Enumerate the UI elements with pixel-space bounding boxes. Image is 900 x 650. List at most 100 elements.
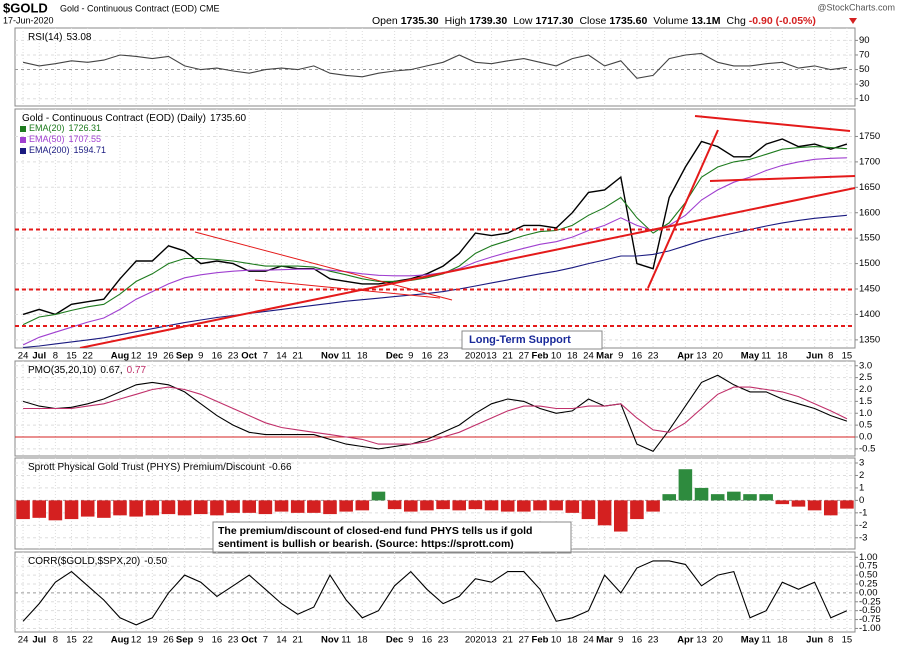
legend-swatch (20, 126, 26, 132)
x-tick-label: 7 (263, 351, 268, 362)
series-line (22, 374, 848, 452)
x-tick-label: 21 (502, 635, 513, 646)
y-tick-label: 1600 (859, 207, 880, 218)
bar (807, 500, 822, 511)
note-line: The premium/discount of closed-end fund … (218, 525, 532, 537)
x-tick-label: 11 (341, 635, 351, 646)
x-tick-label: 24 (583, 635, 594, 646)
x-tick-label: 9 (198, 635, 203, 646)
x-tick-label: Nov (321, 351, 340, 362)
y-tick-label: 30 (859, 79, 870, 90)
y-tick-label: 3.0 (859, 360, 872, 371)
bar (226, 500, 240, 513)
bar (484, 500, 499, 511)
bar (436, 500, 450, 510)
x-tick-label: 12 (131, 635, 142, 646)
x-tick-label: 11 (761, 351, 771, 362)
x-tick-label: 8 (53, 635, 58, 646)
x-tick-label: 23 (228, 635, 239, 646)
bar (500, 500, 515, 512)
x-tick-label: Aug (111, 351, 130, 362)
x-tick-label: 11 (761, 635, 771, 646)
x-tick-label: 8 (828, 351, 833, 362)
y-tick-label: 2.0 (859, 384, 872, 395)
y-tick-label: 0.5 (859, 420, 872, 431)
bar (403, 500, 418, 512)
x-tick-label: 27 (519, 351, 530, 362)
x-tick-label: 22 (82, 351, 93, 362)
panel-label: RSI(14) 53.08 (28, 32, 92, 43)
x-tick-label: Nov (321, 635, 340, 646)
trend-line (647, 129, 719, 289)
x-tick-label: 14 (276, 351, 287, 362)
series-last: 0.67, (100, 365, 122, 376)
legend-last: 1726.31 (69, 123, 102, 133)
bar (791, 500, 806, 507)
x-tick-label: 13 (486, 635, 497, 646)
x-tick-label: 8 (828, 635, 833, 646)
bar (694, 487, 709, 501)
x-tick-label: 23 (438, 351, 449, 362)
y-tick-label: -2 (859, 520, 867, 531)
legend-swatch (20, 137, 26, 143)
bar (646, 500, 660, 512)
y-tick-label: 1.5 (859, 396, 872, 407)
x-tick-label: 14 (276, 635, 287, 646)
quote-value: 1717.30 (536, 15, 574, 27)
legend-last: 1707.55 (69, 134, 102, 144)
x-tick-label: Oct (241, 635, 258, 646)
x-tick-label: 15 (842, 351, 853, 362)
panel-frame (14, 360, 856, 457)
panel-frame (14, 27, 856, 107)
x-tick-label: 16 (212, 351, 223, 362)
y-tick-label: 1750 (859, 131, 880, 142)
annotation: Long-Term Support (469, 334, 571, 346)
x-tick-label: 7 (263, 635, 268, 646)
x-tick-label: 16 (422, 351, 433, 362)
y-tick-label: 3 (859, 458, 864, 469)
x-tick-label: May (741, 351, 760, 362)
x-tick-label: 20 (712, 635, 723, 646)
bar (468, 500, 483, 510)
x-tick-label: 16 (632, 635, 643, 646)
x-tick-label: Mar (596, 635, 613, 646)
x-tick-label: 24 (18, 635, 29, 646)
x-tick-label: 9 (618, 635, 623, 646)
bar (549, 500, 563, 511)
y-tick-label: -0.50 (859, 605, 881, 616)
bar (581, 500, 596, 520)
x-tick-label: Dec (386, 635, 403, 646)
bar (64, 500, 79, 520)
quote-value: 13.1M (691, 15, 720, 27)
legend-entry: EMA(50) 1707.55 (29, 134, 101, 144)
x-tick-label: May (741, 635, 760, 646)
y-tick-label: 0.75 (859, 561, 878, 572)
legend-name: EMA(200) (29, 145, 70, 155)
y-tick-label: 0.25 (859, 579, 878, 590)
trend-line (79, 187, 855, 348)
x-tick-label: 21 (292, 635, 303, 646)
bar (452, 500, 467, 511)
x-tick-label: 9 (408, 351, 413, 362)
x-tick-label: Apr (677, 635, 694, 646)
bar (210, 500, 224, 516)
x-tick-label: 18 (357, 351, 368, 362)
bar (48, 500, 63, 521)
x-tick-label: 10 (551, 351, 562, 362)
bar (193, 500, 208, 515)
quote-label: Low (513, 15, 533, 27)
panel-label: Sprott Physical Gold Trust (PHYS) Premiu… (28, 462, 292, 473)
x-tick-label: 18 (777, 351, 788, 362)
bar (743, 494, 757, 501)
series-last: 0.77 (127, 365, 147, 376)
note-box (212, 521, 572, 554)
bar (113, 500, 127, 516)
bar (355, 500, 370, 511)
bar (630, 500, 644, 520)
bar (274, 500, 289, 512)
x-tick-label: Jun (806, 351, 823, 362)
y-tick-label: 1350 (859, 334, 880, 345)
bar (16, 500, 30, 520)
x-tick-label: 20 (712, 351, 723, 362)
